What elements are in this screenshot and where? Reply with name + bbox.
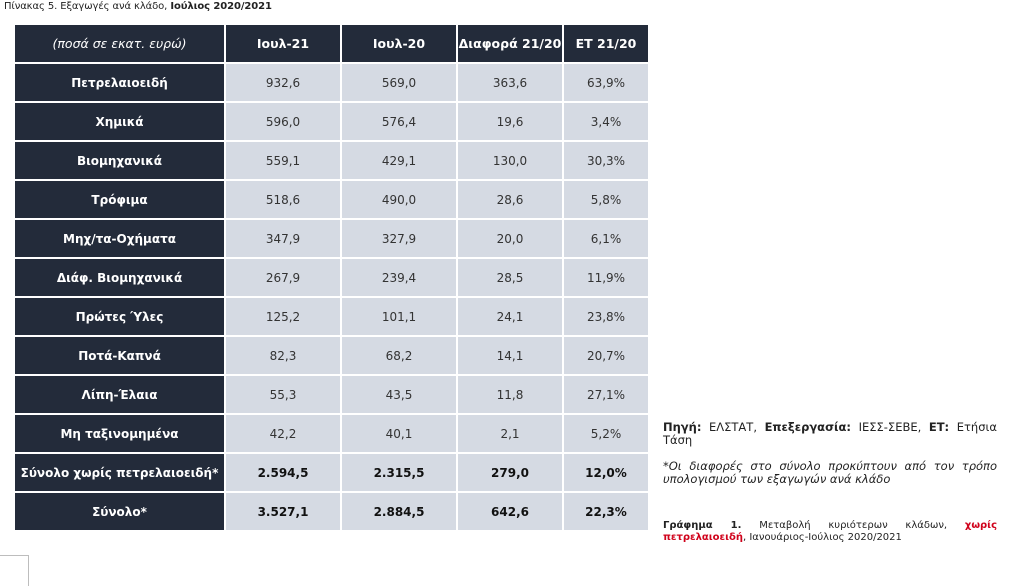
- processing-value: ΙΕΣΣ-ΣΕΒΕ,: [851, 420, 929, 434]
- chart-caption-suffix: , Ιανουάριος-Ιούλιος 2020/2021: [743, 532, 902, 543]
- table-row: Μη ταξινομημένα 42,2 40,1 2,1 5,2%: [15, 415, 650, 454]
- row-label: Ποτά-Καπνά: [15, 337, 226, 376]
- table-cell: 267,9: [226, 259, 342, 298]
- table-header-row: (ποσά σε εκατ. ευρώ) Ιουλ-21 Ιουλ-20 Δια…: [15, 25, 650, 64]
- table-row: Χημικά 596,0 576,4 19,6 3,4%: [15, 103, 650, 142]
- et-label: ΕΤ:: [928, 420, 950, 434]
- table-cell: 55,3: [226, 376, 342, 415]
- table-cell: 363,6: [458, 64, 564, 103]
- table-cell: 569,0: [342, 64, 458, 103]
- table-row: Διάφ. Βιομηχανικά 267,9 239,4 28,5 11,9%: [15, 259, 650, 298]
- table-row: Μηχ/τα-Οχήματα 347,9 327,9 20,0 6,1%: [15, 220, 650, 259]
- table-cell: 327,9: [342, 220, 458, 259]
- table-cell: 3,4%: [564, 103, 650, 142]
- table-cell: 28,6: [458, 181, 564, 220]
- table-row: Τρόφιμα 518,6 490,0 28,6 5,8%: [15, 181, 650, 220]
- table-cell: 101,1: [342, 298, 458, 337]
- table-cell: 23,8%: [564, 298, 650, 337]
- table-cell: 2.884,5: [342, 493, 458, 532]
- table-cell: 5,2%: [564, 415, 650, 454]
- table-cell: 42,2: [226, 415, 342, 454]
- chart-caption-prefix: Γράφημα 1.: [663, 520, 742, 531]
- header-jul-21: Ιουλ-21: [226, 25, 342, 64]
- row-label: Πρώτες Ύλες: [15, 298, 226, 337]
- table-cell: 559,1: [226, 142, 342, 181]
- table-cell: 14,1: [458, 337, 564, 376]
- table-cell: 125,2: [226, 298, 342, 337]
- row-label: Λίπη-Έλαια: [15, 376, 226, 415]
- table-cell: 20,0: [458, 220, 564, 259]
- source-label: Πηγή:: [663, 420, 702, 434]
- table-cell: 19,6: [458, 103, 564, 142]
- processing-label: Επεξεργασία:: [764, 420, 852, 434]
- table-cell: 82,3: [226, 337, 342, 376]
- table-cell: 27,1%: [564, 376, 650, 415]
- table-cell: 596,0: [226, 103, 342, 142]
- header-difference: Διαφορά 21/20: [458, 25, 564, 64]
- table-total-row: Σύνολο χωρίς πετρελαιοειδή* 2.594,5 2.315,…: [15, 454, 650, 493]
- exports-by-sector-table: (ποσά σε εκατ. ευρώ) Ιουλ-21 Ιουλ-20 Δια…: [15, 25, 650, 532]
- table-total-row: Σύνολο* 3.527,1 2.884,5 642,6 22,3%: [15, 493, 650, 532]
- table-row: Πρώτες Ύλες 125,2 101,1 24,1 23,8%: [15, 298, 650, 337]
- row-label: Χημικά: [15, 103, 226, 142]
- table-cell: 11,8: [458, 376, 564, 415]
- table-cell: 518,6: [226, 181, 342, 220]
- table-cell: 6,1%: [564, 220, 650, 259]
- table-cell: 130,0: [458, 142, 564, 181]
- footnote: *Οι διαφορές στο σύνολο προκύπτουν από τ…: [663, 459, 997, 486]
- table-row: Ποτά-Καπνά 82,3 68,2 14,1 20,7%: [15, 337, 650, 376]
- chart-caption-text: Μεταβολή κυριότερων κλάδων,: [741, 520, 965, 531]
- row-label: Μη ταξινομημένα: [15, 415, 226, 454]
- table-cell: 40,1: [342, 415, 458, 454]
- table-cell: 642,6: [458, 493, 564, 532]
- table-row: Πετρελαιοειδή 932,6 569,0 363,6 63,9%: [15, 64, 650, 103]
- row-label: Τρόφιμα: [15, 181, 226, 220]
- table-cell: 11,9%: [564, 259, 650, 298]
- header-jul-20: Ιουλ-20: [342, 25, 458, 64]
- page-corner-frame: [0, 555, 29, 586]
- table-cell: 24,1: [458, 298, 564, 337]
- row-label: Διάφ. Βιομηχανικά: [15, 259, 226, 298]
- table-cell: 576,4: [342, 103, 458, 142]
- row-label: Μηχ/τα-Οχήματα: [15, 220, 226, 259]
- table-cell: 2.315,5: [342, 454, 458, 493]
- source-value: ΕΛΣΤΑΤ,: [701, 420, 765, 434]
- table-cell: 20,7%: [564, 337, 650, 376]
- row-label: Σύνολο*: [15, 493, 226, 532]
- table-cell: 43,5: [342, 376, 458, 415]
- header-units: (ποσά σε εκατ. ευρώ): [15, 25, 226, 64]
- table-cell: 3.527,1: [226, 493, 342, 532]
- chart-caption: Γράφημα 1. Μεταβολή κυριότερων κλάδων, χ…: [663, 520, 997, 544]
- row-label: Βιομηχανικά: [15, 142, 226, 181]
- table-cell: 30,3%: [564, 142, 650, 181]
- caption-text: Εξαγωγές ανά κλάδο,: [57, 1, 171, 12]
- et-value: Ετήσια Τάση: [663, 420, 997, 447]
- caption-prefix: Πίνακας 5.: [4, 1, 58, 12]
- table-cell: 932,6: [226, 64, 342, 103]
- row-label: Πετρελαιοειδή: [15, 64, 226, 103]
- table-cell: 68,2: [342, 337, 458, 376]
- caption-period: Ιούλιος 2020/2021: [170, 1, 272, 12]
- table-cell: 279,0: [458, 454, 564, 493]
- table-cell: 2,1: [458, 415, 564, 454]
- table-row: Βιομηχανικά 559,1 429,1 130,0 30,3%: [15, 142, 650, 181]
- table-cell: 239,4: [342, 259, 458, 298]
- chart-caption-highlight: χωρίς πετρελαιοειδή: [663, 520, 997, 543]
- table-cell: 5,8%: [564, 181, 650, 220]
- table-cell: 429,1: [342, 142, 458, 181]
- table-cell: 2.594,5: [226, 454, 342, 493]
- row-label: Σύνολο χωρίς πετρελαιοειδή*: [15, 454, 226, 493]
- table-row: Λίπη-Έλαια 55,3 43,5 11,8 27,1%: [15, 376, 650, 415]
- table-cell: 28,5: [458, 259, 564, 298]
- source-note: Πηγή: ΕΛΣΤΑΤ, Επεξεργασία: ΙΕΣΣ-ΣΕΒΕ, ΕΤ…: [663, 421, 997, 447]
- table-caption: Πίνακας 5. Εξαγωγές ανά κλάδο, Ιούλιος 2…: [4, 1, 272, 12]
- table-cell: 490,0: [342, 181, 458, 220]
- table-cell: 63,9%: [564, 64, 650, 103]
- header-annual-trend: ΕΤ 21/20: [564, 25, 650, 64]
- table-cell: 12,0%: [564, 454, 650, 493]
- table-cell: 22,3%: [564, 493, 650, 532]
- table-cell: 347,9: [226, 220, 342, 259]
